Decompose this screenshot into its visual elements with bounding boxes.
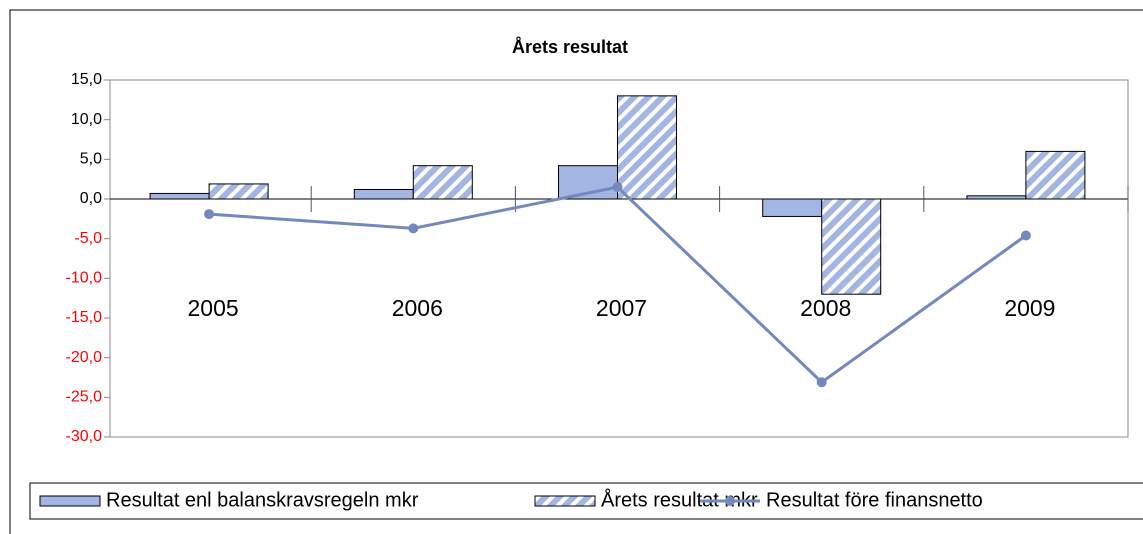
line-marker [1020, 230, 1031, 241]
y-tick-label: 10,0 [71, 111, 102, 128]
bar [1025, 150, 1086, 200]
legend-label: Resultat enl balanskravsregeln mkr [106, 489, 419, 511]
y-tick-label: 15,0 [71, 71, 102, 88]
line-marker [204, 209, 215, 220]
y-tick-label: -20,0 [66, 349, 103, 366]
legend-swatch [39, 495, 101, 507]
legend-label: Årets resultat mkr [601, 488, 758, 511]
y-tick-label: -5,0 [74, 230, 102, 247]
bar [966, 195, 1027, 200]
y-tick-label: -10,0 [66, 270, 103, 287]
line-marker [612, 182, 623, 193]
x-tick-label: 2009 [1004, 295, 1055, 321]
y-tick-label: -25,0 [66, 389, 103, 406]
line-marker [816, 377, 827, 388]
y-tick-label: 0,0 [80, 190, 102, 207]
y-tick-label: 5,0 [80, 151, 102, 168]
bar [617, 95, 677, 200]
plot-area [109, 79, 1129, 438]
bar [149, 192, 210, 200]
bar [208, 183, 269, 200]
chart-border [9, 9, 1143, 534]
y-tick-label: -30,0 [66, 428, 103, 445]
legend-label: Resultat före finansnetto [766, 489, 983, 511]
x-tick-label: 2005 [188, 295, 239, 321]
line-marker [408, 223, 419, 234]
bar [821, 198, 882, 295]
legend-swatch [534, 495, 596, 507]
x-tick-label: 2007 [596, 295, 647, 321]
x-tick-label: 2006 [392, 295, 443, 321]
y-tick-label: -15,0 [66, 309, 103, 326]
bar [762, 198, 823, 217]
bar [353, 188, 414, 200]
x-tick-label: 2008 [800, 295, 851, 321]
chart-title: Årets resultat [512, 37, 628, 57]
bar [412, 165, 473, 200]
legend-marker [725, 496, 735, 506]
